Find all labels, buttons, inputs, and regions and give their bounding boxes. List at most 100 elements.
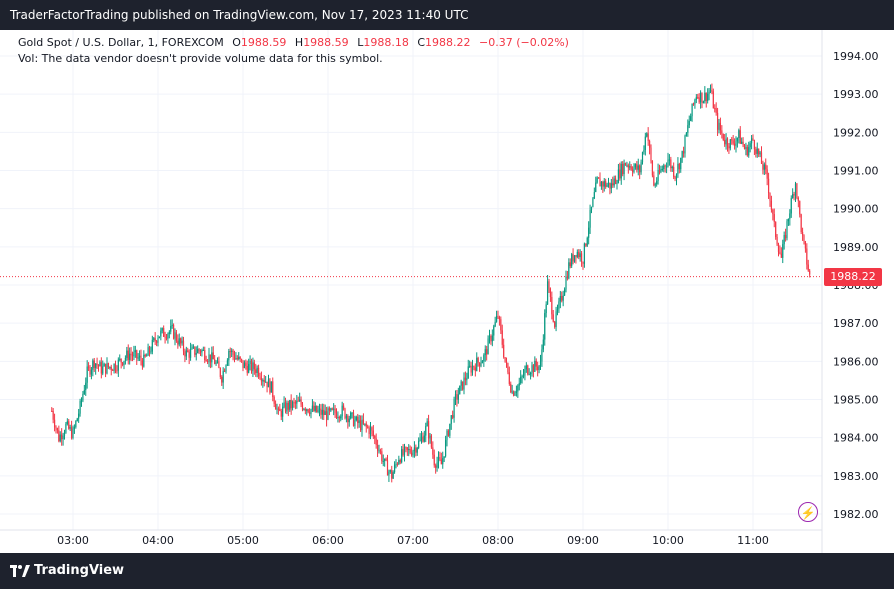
candle-body <box>444 440 447 457</box>
candle <box>667 152 669 168</box>
candle-body <box>637 165 639 170</box>
candle-body <box>386 460 389 476</box>
candle-body <box>219 368 221 377</box>
candle <box>69 424 71 432</box>
candle <box>403 443 406 462</box>
time-axis[interactable]: 03:00 04:00 05:00 06:00 07:00 08:00 09:00 10:00… <box>57 534 769 547</box>
candle-body <box>691 103 693 117</box>
candles <box>51 83 811 483</box>
candle <box>327 406 329 421</box>
candle <box>486 345 488 361</box>
candle-body <box>192 346 195 348</box>
candle <box>238 352 240 361</box>
candle-body <box>290 399 292 409</box>
candle <box>96 357 98 370</box>
candle-body <box>406 447 408 450</box>
candle-body <box>493 326 495 336</box>
candle-body <box>505 361 508 364</box>
candle <box>236 355 238 361</box>
candle <box>629 161 631 171</box>
candle-body <box>107 363 110 368</box>
publisher-line: TraderFactorTrading published on Trading… <box>10 8 469 22</box>
candle-body <box>807 264 809 271</box>
candle-body <box>501 330 503 345</box>
candle-body <box>263 379 265 382</box>
candle-body <box>327 408 329 420</box>
candle-body <box>433 454 435 466</box>
lightning-icon[interactable]: ⚡ <box>798 502 818 522</box>
candle-body <box>773 214 775 222</box>
candle-body <box>70 427 73 438</box>
candle-body <box>469 365 471 367</box>
candle <box>123 360 125 370</box>
candle <box>127 344 129 365</box>
candle <box>630 163 632 171</box>
candle <box>282 402 284 422</box>
candle <box>194 346 196 358</box>
candle <box>592 197 594 208</box>
candle <box>109 366 111 370</box>
candle-body <box>233 354 236 360</box>
candle <box>471 359 474 376</box>
candle-body <box>619 169 621 179</box>
candle <box>490 334 492 345</box>
candle <box>796 182 798 200</box>
candle-body <box>226 360 229 366</box>
candle <box>90 367 93 380</box>
candle <box>310 408 312 419</box>
candle <box>320 404 322 419</box>
candle <box>367 424 369 429</box>
candle <box>607 177 610 188</box>
candle <box>52 408 54 424</box>
price-axis[interactable]: 1982.00 1983.00 1984.00 1985.00 1986.00 1987.… <box>833 50 879 521</box>
candle-body <box>538 365 540 371</box>
candle-body <box>423 435 425 442</box>
candle-body <box>517 385 519 392</box>
candle <box>148 345 151 357</box>
candle-body <box>446 430 448 441</box>
candle-body <box>143 354 145 367</box>
candle-body <box>546 281 549 305</box>
candle-body <box>361 419 363 431</box>
candle <box>143 350 145 368</box>
candle-body <box>92 360 94 370</box>
candle-body <box>304 409 306 411</box>
candle-body <box>697 97 699 99</box>
candle <box>317 405 319 414</box>
candle <box>760 146 763 165</box>
price-chart[interactable]: 1982.00 1983.00 1984.00 1985.00 1986.00 1987.… <box>0 30 894 553</box>
candle <box>709 84 712 94</box>
candle-body <box>232 350 234 355</box>
candle-body <box>328 408 331 411</box>
candle-body <box>480 363 482 367</box>
candle <box>799 200 801 218</box>
candle <box>690 113 692 122</box>
candle-body <box>155 341 158 343</box>
candle <box>636 161 638 173</box>
tradingview-logo-icon[interactable] <box>10 565 30 577</box>
candle <box>580 250 583 267</box>
candle-body <box>515 391 518 393</box>
candle <box>117 357 119 377</box>
chart-area[interactable]: 1982.00 1983.00 1984.00 1985.00 1986.00 1987.… <box>0 30 894 553</box>
candle <box>463 372 465 395</box>
brand-name[interactable]: TradingView <box>34 563 125 578</box>
candle-body <box>687 125 689 133</box>
candle-body <box>583 243 586 264</box>
candle-body <box>146 355 148 357</box>
candle-body <box>573 255 576 262</box>
candle <box>386 454 389 476</box>
candle <box>398 455 400 466</box>
candle-body <box>654 184 656 186</box>
candle <box>276 403 278 415</box>
candle-body <box>306 409 308 411</box>
time-tick-label: 07:00 <box>397 534 429 547</box>
candle <box>151 335 153 355</box>
candle <box>161 327 163 334</box>
candle <box>62 432 64 446</box>
candle-body <box>552 314 554 322</box>
symbol-title[interactable]: Gold Spot / U.S. Dollar, 1, FOREXCOM <box>18 36 224 49</box>
candle-body <box>66 421 68 424</box>
grid <box>0 30 822 530</box>
candle <box>439 451 441 462</box>
